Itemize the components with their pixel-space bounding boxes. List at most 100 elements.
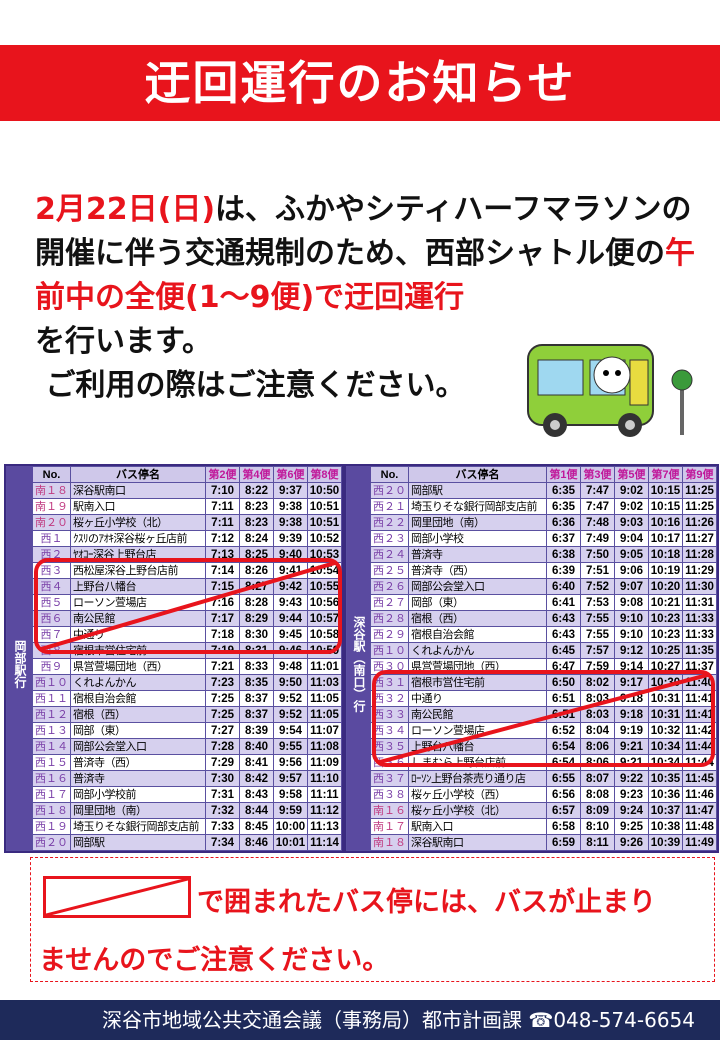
stop-name: 宿根市営住宅前 [408,674,547,691]
departure-time: 11:44 [682,738,717,755]
stop-number: 西３７ [370,770,409,787]
departure-time: 11:12 [307,802,342,819]
departure-time: 7:47 [580,498,615,515]
departure-time: 10:31 [648,690,683,707]
col-header: 第1便 [546,466,581,483]
col-header: 第2便 [205,466,240,483]
departure-time: 7:52 [580,578,615,595]
departure-time: 11:05 [307,690,342,707]
departure-time: 10:01 [273,834,308,851]
stop-number: 西１８ [32,802,71,819]
table-row: 西３６ しまむら上野台店前 6:54 8:06 9:21 10:34 11:44 [347,754,717,771]
departure-time: 11:10 [307,770,342,787]
col-header: 第6便 [273,466,308,483]
table-row: 西３７ ﾛｰｿﾝ上野台茶売り通り店 6:55 8:07 9:22 10:35 11:45 [347,770,717,787]
stop-name: 県営萱場団地（西） [70,658,206,675]
col-header: バス停名 [70,466,206,483]
col-header: 第7便 [648,466,683,483]
departure-time: 8:41 [239,754,274,771]
departure-time: 9:50 [273,674,308,691]
stop-name: 岡部公会堂入口 [408,578,547,595]
departure-time: 9:24 [614,802,649,819]
departure-time: 8:45 [239,818,274,835]
table-row: 深谷駅（南口）行 西２０ 岡部駅 6:35 7:47 9:02 10:15 11:25 [346,482,717,851]
departure-time: 11:46 [682,786,717,803]
table-row: 西１５ 普済寺（西） 7:29 8:41 9:56 11:09 [7,754,342,771]
stop-number: 西１９ [32,818,71,835]
stop-name: ﾔｵｺｰ深谷上野台店 [70,546,206,563]
table-row: 西３５ 上野台八幡台 6:54 8:06 9:21 10:34 11:44 [347,738,717,755]
col-header: 第5便 [614,466,649,483]
departure-time: 9:46 [273,642,308,659]
stop-name: 普済寺 [408,546,547,563]
footer-contact: 深谷市地域公共交通会議（事務局）都市計画課 ☎048-574-6654 [0,1000,720,1040]
col-header: バス停名 [408,466,547,483]
stop-number: 西４ [32,578,71,595]
departure-time: 9:18 [614,690,649,707]
departure-time: 6:57 [546,802,581,819]
table-row: 西２４ 普済寺 6:38 7:50 9:05 10:18 11:28 [347,546,717,563]
stop-number: 西１４ [32,738,71,755]
departure-time: 8:37 [239,706,274,723]
departure-time: 9:02 [614,498,649,515]
departure-time: 9:38 [273,514,308,531]
stop-name: 桜ヶ丘小学校（北） [70,514,206,531]
departure-time: 10:32 [648,722,683,739]
table-row: 岡部駅行 南１８ 深谷駅南口 7:10 8:22 9:37 10:50 [6,482,342,851]
stop-number: 西３３ [370,706,409,723]
departure-time: 7:30 [205,770,240,787]
departure-time: 8:04 [580,722,615,739]
departure-time: 8:43 [239,786,274,803]
departure-time: 10:58 [307,626,342,643]
departure-time: 7:47 [580,482,615,499]
departure-time: 11:13 [307,818,342,835]
departure-time: 8:42 [239,770,274,787]
departure-time: 6:47 [546,658,581,675]
departure-time: 9:08 [614,594,649,611]
stop-number: 西６ [32,610,71,627]
stop-number: 西１０ [32,674,71,691]
stop-name: ｸｽﾘのｱｵｷ深谷桜ヶ丘店前 [70,530,206,547]
departure-time: 6:39 [546,562,581,579]
departure-time: 6:51 [546,706,581,723]
stop-number: 南２０ [32,514,71,531]
stop-number: 南１８ [370,834,409,851]
departure-time: 9:03 [614,514,649,531]
departure-time: 10:36 [648,786,683,803]
departure-time: 7:31 [205,786,240,803]
table-row: 西１ ｸｽﾘのｱｵｷ深谷桜ヶ丘店前 7:12 8:24 9:39 10:52 [7,530,342,547]
stop-name: 岡部駅 [408,482,547,499]
stop-name: 埼玉りそな銀行岡部支店前 [70,818,206,835]
table-row: 西３４ ローソン萱場店 6:52 8:04 9:19 10:32 11:42 [347,722,717,739]
table-row: 西２３ 岡部小学校 6:37 7:49 9:04 10:17 11:27 [347,530,717,547]
stop-number: 西２０ [370,482,409,499]
table-row: 西２９ 宿根自治会館 6:43 7:55 9:10 10:23 11:33 [347,626,717,643]
departure-time: 7:17 [205,610,240,627]
departure-time: 11:33 [682,626,717,643]
departure-time: 6:56 [546,786,581,803]
body-text: は、ふかやシティハーフマラソンの開催に伴う交通規制のため、西部シャトル便の [35,192,692,271]
departure-time: 7:57 [580,642,615,659]
departure-time: 11:03 [307,674,342,691]
stop-number: 西２０ [32,834,71,851]
stop-number: 西２１ [370,498,409,515]
departure-time: 7:12 [205,530,240,547]
departure-time: 9:55 [273,738,308,755]
col-header: 第8便 [307,466,342,483]
stop-number: 西３１ [370,674,409,691]
departure-time: 11:29 [682,562,717,579]
stop-number: 西２５ [370,562,409,579]
crossed-box-sample-icon [43,876,191,918]
note-line-1: で囲まれたバス停には、バスが止まり [197,887,656,918]
stop-number: 西３０ [370,658,409,675]
stop-name: 岡部公会堂入口 [70,738,206,755]
table-row: 西１２ 宿根（西） 7:25 8:37 9:52 11:05 [7,706,342,723]
departure-time: 7:19 [205,642,240,659]
stop-name: 上野台八幡台 [408,738,547,755]
page-title: 迂回運行のお知らせ [0,45,720,121]
departure-time: 8:24 [239,530,274,547]
departure-time: 10:23 [648,610,683,627]
stop-number: 西１３ [32,722,71,739]
table-row: 西１０ くれよんかん 6:45 7:57 9:12 10:25 11:35 [347,642,717,659]
stop-name: 宿根自治会館 [408,626,547,643]
